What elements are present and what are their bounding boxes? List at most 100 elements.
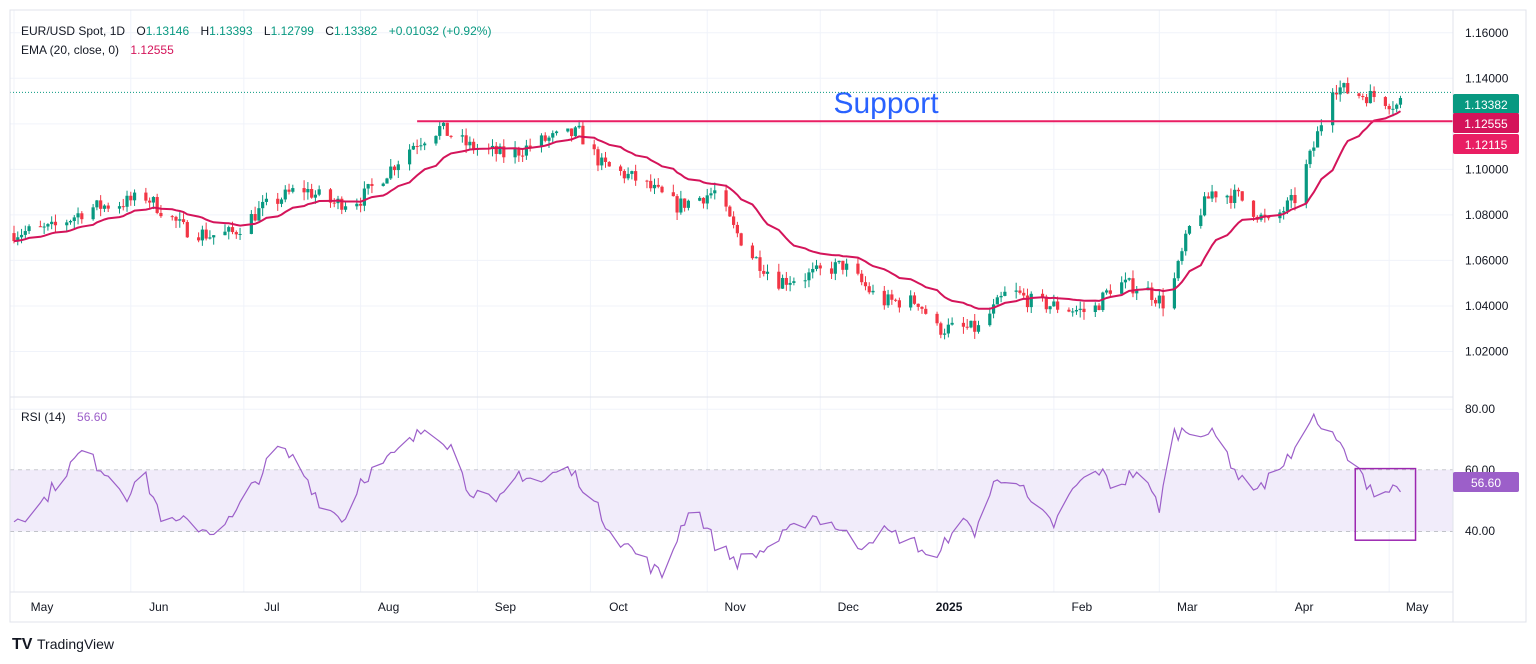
candle-body[interactable] (1056, 301, 1060, 310)
candle-body[interactable] (197, 237, 201, 241)
rsi-legend[interactable]: RSI (14) 56.60 (21, 410, 107, 424)
candle-body[interactable] (234, 232, 238, 235)
candle-body[interactable] (758, 257, 762, 271)
candle-body[interactable] (38, 226, 42, 228)
candle-body[interactable] (1074, 309, 1079, 312)
candle-body[interactable] (1334, 92, 1339, 95)
candle-body[interactable] (53, 221, 58, 226)
candle-body[interactable] (200, 229, 204, 241)
candle-body[interactable] (1383, 97, 1387, 106)
candle-body[interactable] (291, 188, 295, 192)
candle-body[interactable] (894, 299, 898, 301)
candle-body[interactable] (1285, 200, 1290, 212)
candle-body[interactable] (634, 171, 638, 181)
candle-body[interactable] (178, 219, 182, 221)
candle-body[interactable] (683, 198, 687, 208)
candle-body[interactable] (1097, 305, 1101, 311)
candle-body[interactable] (969, 320, 973, 328)
candle-body[interactable] (441, 122, 446, 127)
candle-body[interactable] (754, 257, 758, 259)
candle-body[interactable] (517, 148, 521, 156)
candle-body[interactable] (95, 200, 99, 208)
candle-body[interactable] (750, 245, 755, 259)
candle-body[interactable] (1029, 293, 1033, 308)
candle-body[interactable] (1014, 290, 1018, 292)
candle-body[interactable] (973, 320, 977, 332)
candle-body[interactable] (102, 205, 107, 209)
candle-body[interactable] (942, 333, 947, 335)
candle-body[interactable] (438, 126, 442, 136)
candle-body[interactable] (551, 133, 555, 138)
candle-body[interactable] (841, 260, 845, 270)
candle-body[interactable] (362, 188, 366, 206)
candle-body[interactable] (1233, 189, 1237, 204)
candle-body[interactable] (125, 195, 129, 207)
candle-body[interactable] (16, 237, 20, 242)
candle-body[interactable] (253, 214, 257, 221)
candle-body[interactable] (407, 149, 412, 165)
candle-body[interactable] (1025, 295, 1030, 308)
candle-body[interactable] (630, 171, 634, 174)
candle-body[interactable] (924, 308, 928, 314)
candle-body[interactable] (679, 198, 683, 213)
candle-body[interactable] (539, 135, 544, 148)
candle-body[interactable] (132, 192, 137, 201)
candle-body[interactable] (735, 224, 739, 234)
candle-body[interactable] (1214, 191, 1218, 198)
candle-body[interactable] (728, 206, 732, 217)
candle-body[interactable] (939, 323, 943, 335)
candle-body[interactable] (355, 203, 359, 207)
candle-body[interactable] (686, 200, 690, 208)
candle-body[interactable] (1003, 291, 1007, 296)
candle-body[interactable] (181, 219, 186, 223)
candle-body[interactable] (385, 178, 389, 184)
candle-body[interactable] (784, 277, 788, 285)
candle-body[interactable] (449, 135, 453, 137)
candle-body[interactable] (1338, 87, 1342, 95)
candle-body[interactable] (423, 143, 427, 146)
candle-body[interactable] (856, 263, 860, 274)
candle-body[interactable] (1127, 278, 1131, 280)
candle-body[interactable] (916, 303, 920, 307)
candle-body[interactable] (1123, 279, 1128, 283)
candle-body[interactable] (174, 216, 178, 221)
candle-body[interactable] (1319, 125, 1323, 132)
candle-body[interactable] (1078, 308, 1082, 310)
candle-body[interactable] (392, 166, 397, 171)
candle-body[interactable] (276, 198, 280, 204)
time-axis[interactable]: May Jun Jul Aug Sep Oct Nov Dec 2025 Feb Mar Apr May (31, 600, 1429, 614)
candle-body[interactable] (148, 200, 152, 203)
candle-body[interactable] (675, 196, 679, 213)
candle-body[interactable] (671, 192, 675, 197)
candle-body[interactable] (1229, 195, 1233, 204)
candle-body[interactable] (814, 265, 819, 269)
candle-body[interactable] (1267, 217, 1271, 219)
candle-body[interactable] (1304, 164, 1308, 204)
candle-body[interactable] (1236, 189, 1241, 192)
candle-body[interactable] (600, 157, 604, 166)
candle-body[interactable] (366, 184, 370, 189)
candle-body[interactable] (1210, 191, 1214, 199)
candle-body[interactable] (1199, 215, 1203, 226)
candle-body[interactable] (472, 141, 476, 150)
candle-body[interactable] (389, 166, 393, 179)
candle-body[interactable] (573, 127, 577, 137)
candle-body[interactable] (1101, 292, 1105, 311)
candle-body[interactable] (649, 180, 653, 189)
candle-body[interactable] (99, 200, 103, 209)
candle-body[interactable] (1187, 225, 1192, 234)
candle-body[interactable] (257, 208, 261, 221)
candle-body[interactable] (1131, 278, 1135, 294)
candle-body[interactable] (860, 273, 864, 283)
candle-body[interactable] (1361, 96, 1365, 98)
candle-body[interactable] (762, 270, 766, 274)
candle-body[interactable] (739, 233, 743, 246)
candle-body[interactable] (570, 128, 574, 137)
candle-body[interactable] (803, 280, 807, 282)
candle-body[interactable] (12, 233, 16, 242)
candle-body[interactable] (618, 166, 623, 171)
candle-body[interactable] (732, 216, 736, 225)
candle-body[interactable] (121, 206, 125, 208)
candle-body[interactable] (19, 234, 24, 238)
candle-body[interactable] (829, 268, 834, 274)
